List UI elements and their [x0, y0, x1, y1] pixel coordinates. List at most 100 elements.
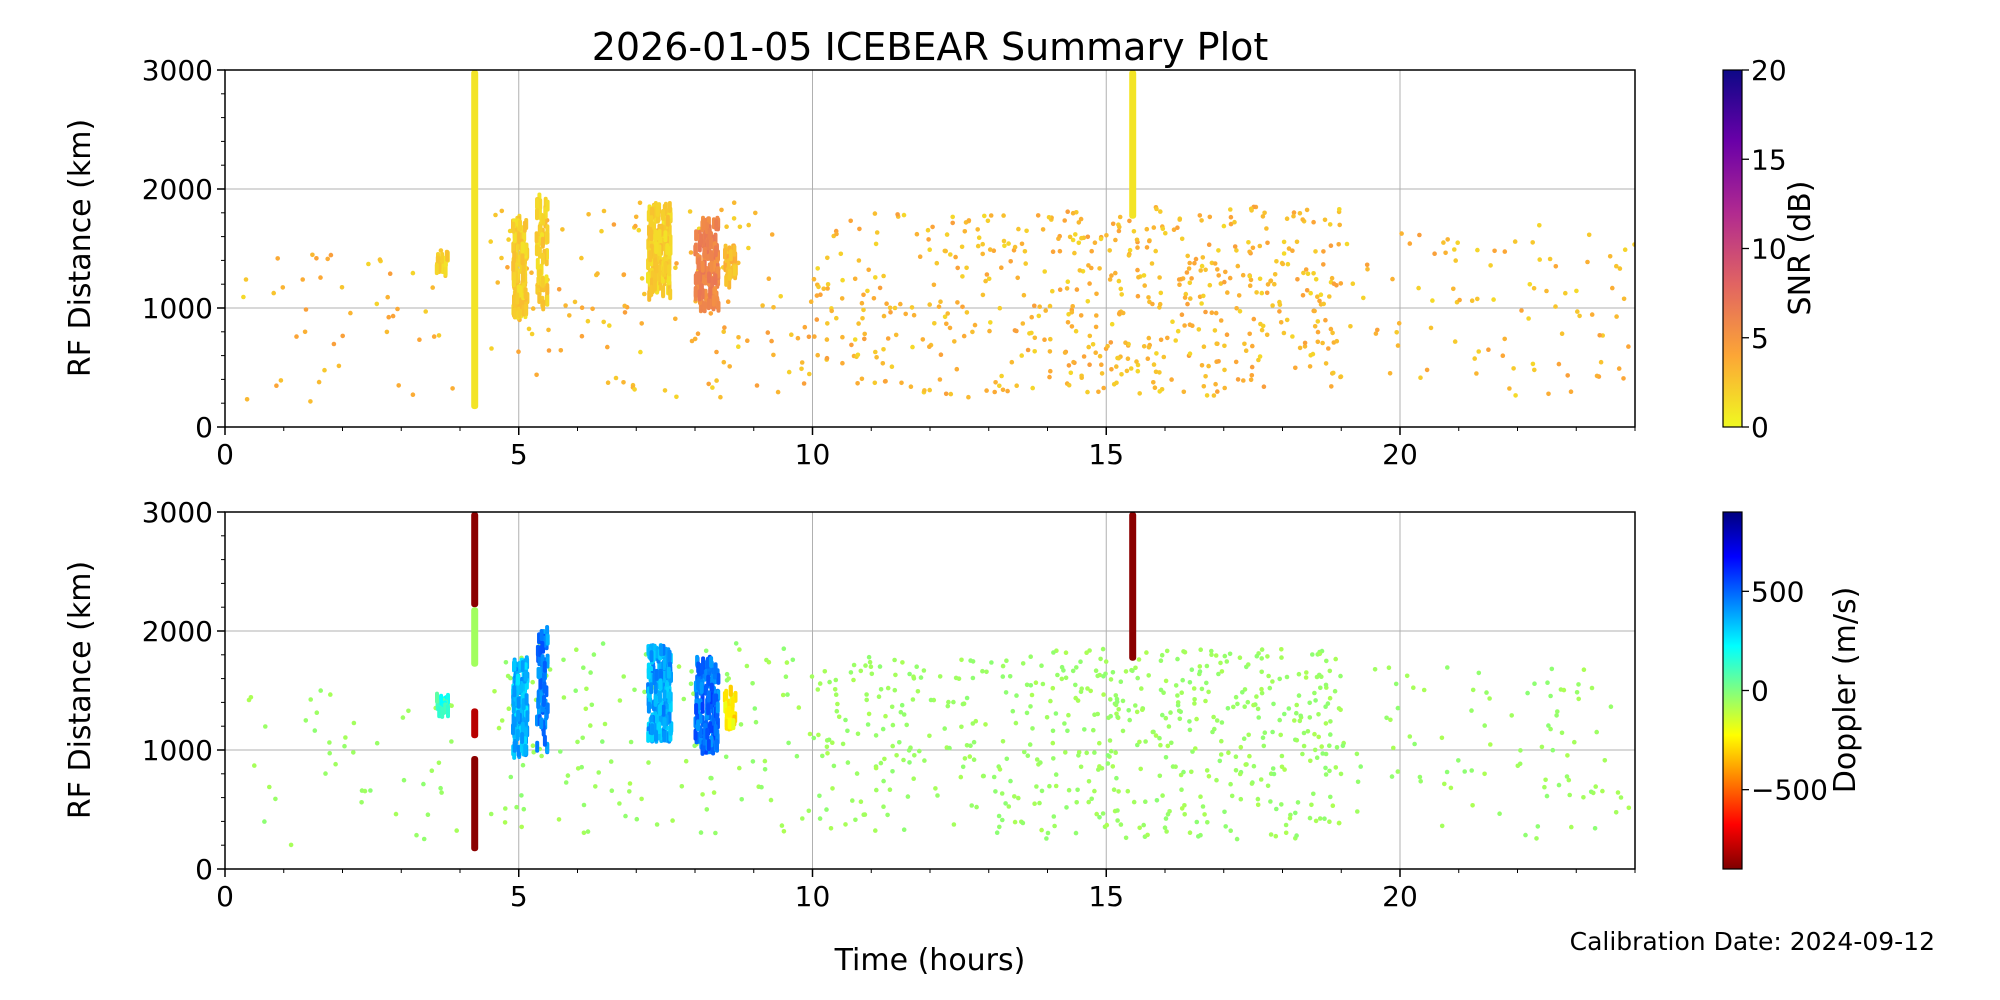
scatter-point: [811, 735, 817, 741]
scatter-point: [1234, 248, 1239, 253]
scatter-point: [1218, 318, 1224, 323]
scatter-point: [1266, 673, 1271, 679]
scatter-point: [927, 302, 932, 307]
scatter-point: [1548, 693, 1553, 699]
scatter-point: [1101, 692, 1106, 697]
scatter-point: [1066, 712, 1071, 718]
scatter-point: [579, 255, 584, 261]
scatter-point: [1097, 266, 1102, 271]
scatter-point: [1066, 382, 1072, 388]
scatter-point: [1271, 701, 1276, 707]
scatter-point: [1444, 769, 1450, 775]
scatter-point: [845, 728, 850, 734]
scatter-point: [737, 765, 742, 771]
scatter-point: [1222, 279, 1227, 285]
scatter-point: [1327, 768, 1332, 774]
scatter-point: [822, 669, 828, 674]
scatter-point: [1395, 769, 1401, 774]
scatter-point: [414, 832, 419, 838]
scatter-point: [1594, 729, 1599, 735]
cluster-point: [658, 678, 663, 691]
scatter-point: [1286, 706, 1292, 711]
x-tick-label: 15: [1088, 438, 1124, 471]
scatter-point: [779, 823, 785, 828]
scatter-point: [1117, 224, 1122, 230]
scatter-point: [1323, 361, 1329, 366]
scatter-point: [1112, 701, 1118, 707]
scatter-point: [1332, 688, 1338, 694]
scatter-point: [1500, 353, 1506, 359]
scatter-point: [795, 335, 801, 341]
scatter-point: [683, 758, 689, 764]
scatter-point: [1323, 317, 1328, 323]
scatter-point: [390, 313, 396, 319]
scatter-point: [436, 760, 442, 766]
cluster-point: [716, 300, 721, 313]
vertical-streak: [471, 70, 479, 410]
scatter-point: [1151, 362, 1157, 367]
scatter-point: [848, 670, 854, 675]
cluster-point: [696, 272, 701, 285]
scatter-point: [1511, 366, 1516, 371]
scatter-point: [1151, 225, 1157, 230]
scatter-point: [1284, 674, 1290, 680]
scatter-point: [1109, 273, 1114, 278]
scatter-point: [1322, 217, 1328, 223]
scatter-point: [430, 285, 436, 290]
scatter-point: [864, 692, 869, 697]
scatter-point: [1388, 717, 1393, 723]
scatter-point: [1214, 718, 1220, 723]
scatter-point: [1175, 693, 1180, 698]
scatter-point: [1147, 238, 1152, 244]
scatter-point: [1238, 744, 1244, 750]
scatter-point: [764, 657, 769, 663]
scatter-point: [806, 334, 812, 340]
cluster-point: [523, 303, 528, 316]
scatter-point: [1575, 309, 1580, 314]
cluster-point: [694, 229, 699, 242]
scatter-point: [1044, 715, 1050, 720]
scatter-point: [280, 285, 286, 290]
scatter-point: [889, 364, 895, 370]
scatter-point: [1204, 680, 1209, 686]
scatter-point: [912, 753, 917, 758]
scatter-point: [613, 375, 619, 381]
scatter-point: [907, 671, 912, 677]
scatter-point: [1364, 262, 1370, 268]
scatter-point: [1203, 267, 1208, 273]
scatter-point: [974, 804, 979, 810]
scatter-point: [762, 767, 768, 772]
scatter-point: [1194, 716, 1199, 722]
scatter-point: [654, 822, 660, 827]
scatter-point: [1308, 353, 1313, 358]
scatter-point: [1161, 354, 1167, 360]
scatter-point: [1544, 288, 1549, 294]
scatter-point: [1257, 243, 1263, 249]
scatter-point: [1163, 678, 1169, 684]
scatter-point: [1201, 384, 1207, 389]
scatter-point: [914, 231, 920, 237]
cluster-point: [537, 246, 542, 259]
scatter-point: [704, 807, 710, 812]
scatter-point: [778, 294, 783, 299]
scatter-point: [450, 386, 455, 391]
scatter-point: [1312, 747, 1318, 753]
y-tick-label: 1000: [142, 734, 213, 767]
scatter-point: [1396, 321, 1402, 326]
scatter-point: [721, 329, 726, 335]
scatter-point: [1218, 660, 1223, 666]
scatter-point: [980, 292, 986, 298]
scatter-point: [596, 770, 601, 775]
scatter-point: [1139, 686, 1144, 691]
scatter-point: [1259, 290, 1265, 296]
scatter-point: [867, 659, 873, 665]
cluster-point: [668, 234, 673, 247]
scatter-point: [1019, 353, 1024, 358]
scatter-point: [1586, 232, 1592, 238]
scatter-point: [1073, 232, 1078, 237]
x-tick-label: 10: [795, 438, 831, 471]
scatter-point: [1312, 690, 1317, 696]
scatter-point: [1255, 802, 1261, 808]
scatter-point: [605, 380, 611, 386]
scatter-point: [1224, 659, 1230, 664]
